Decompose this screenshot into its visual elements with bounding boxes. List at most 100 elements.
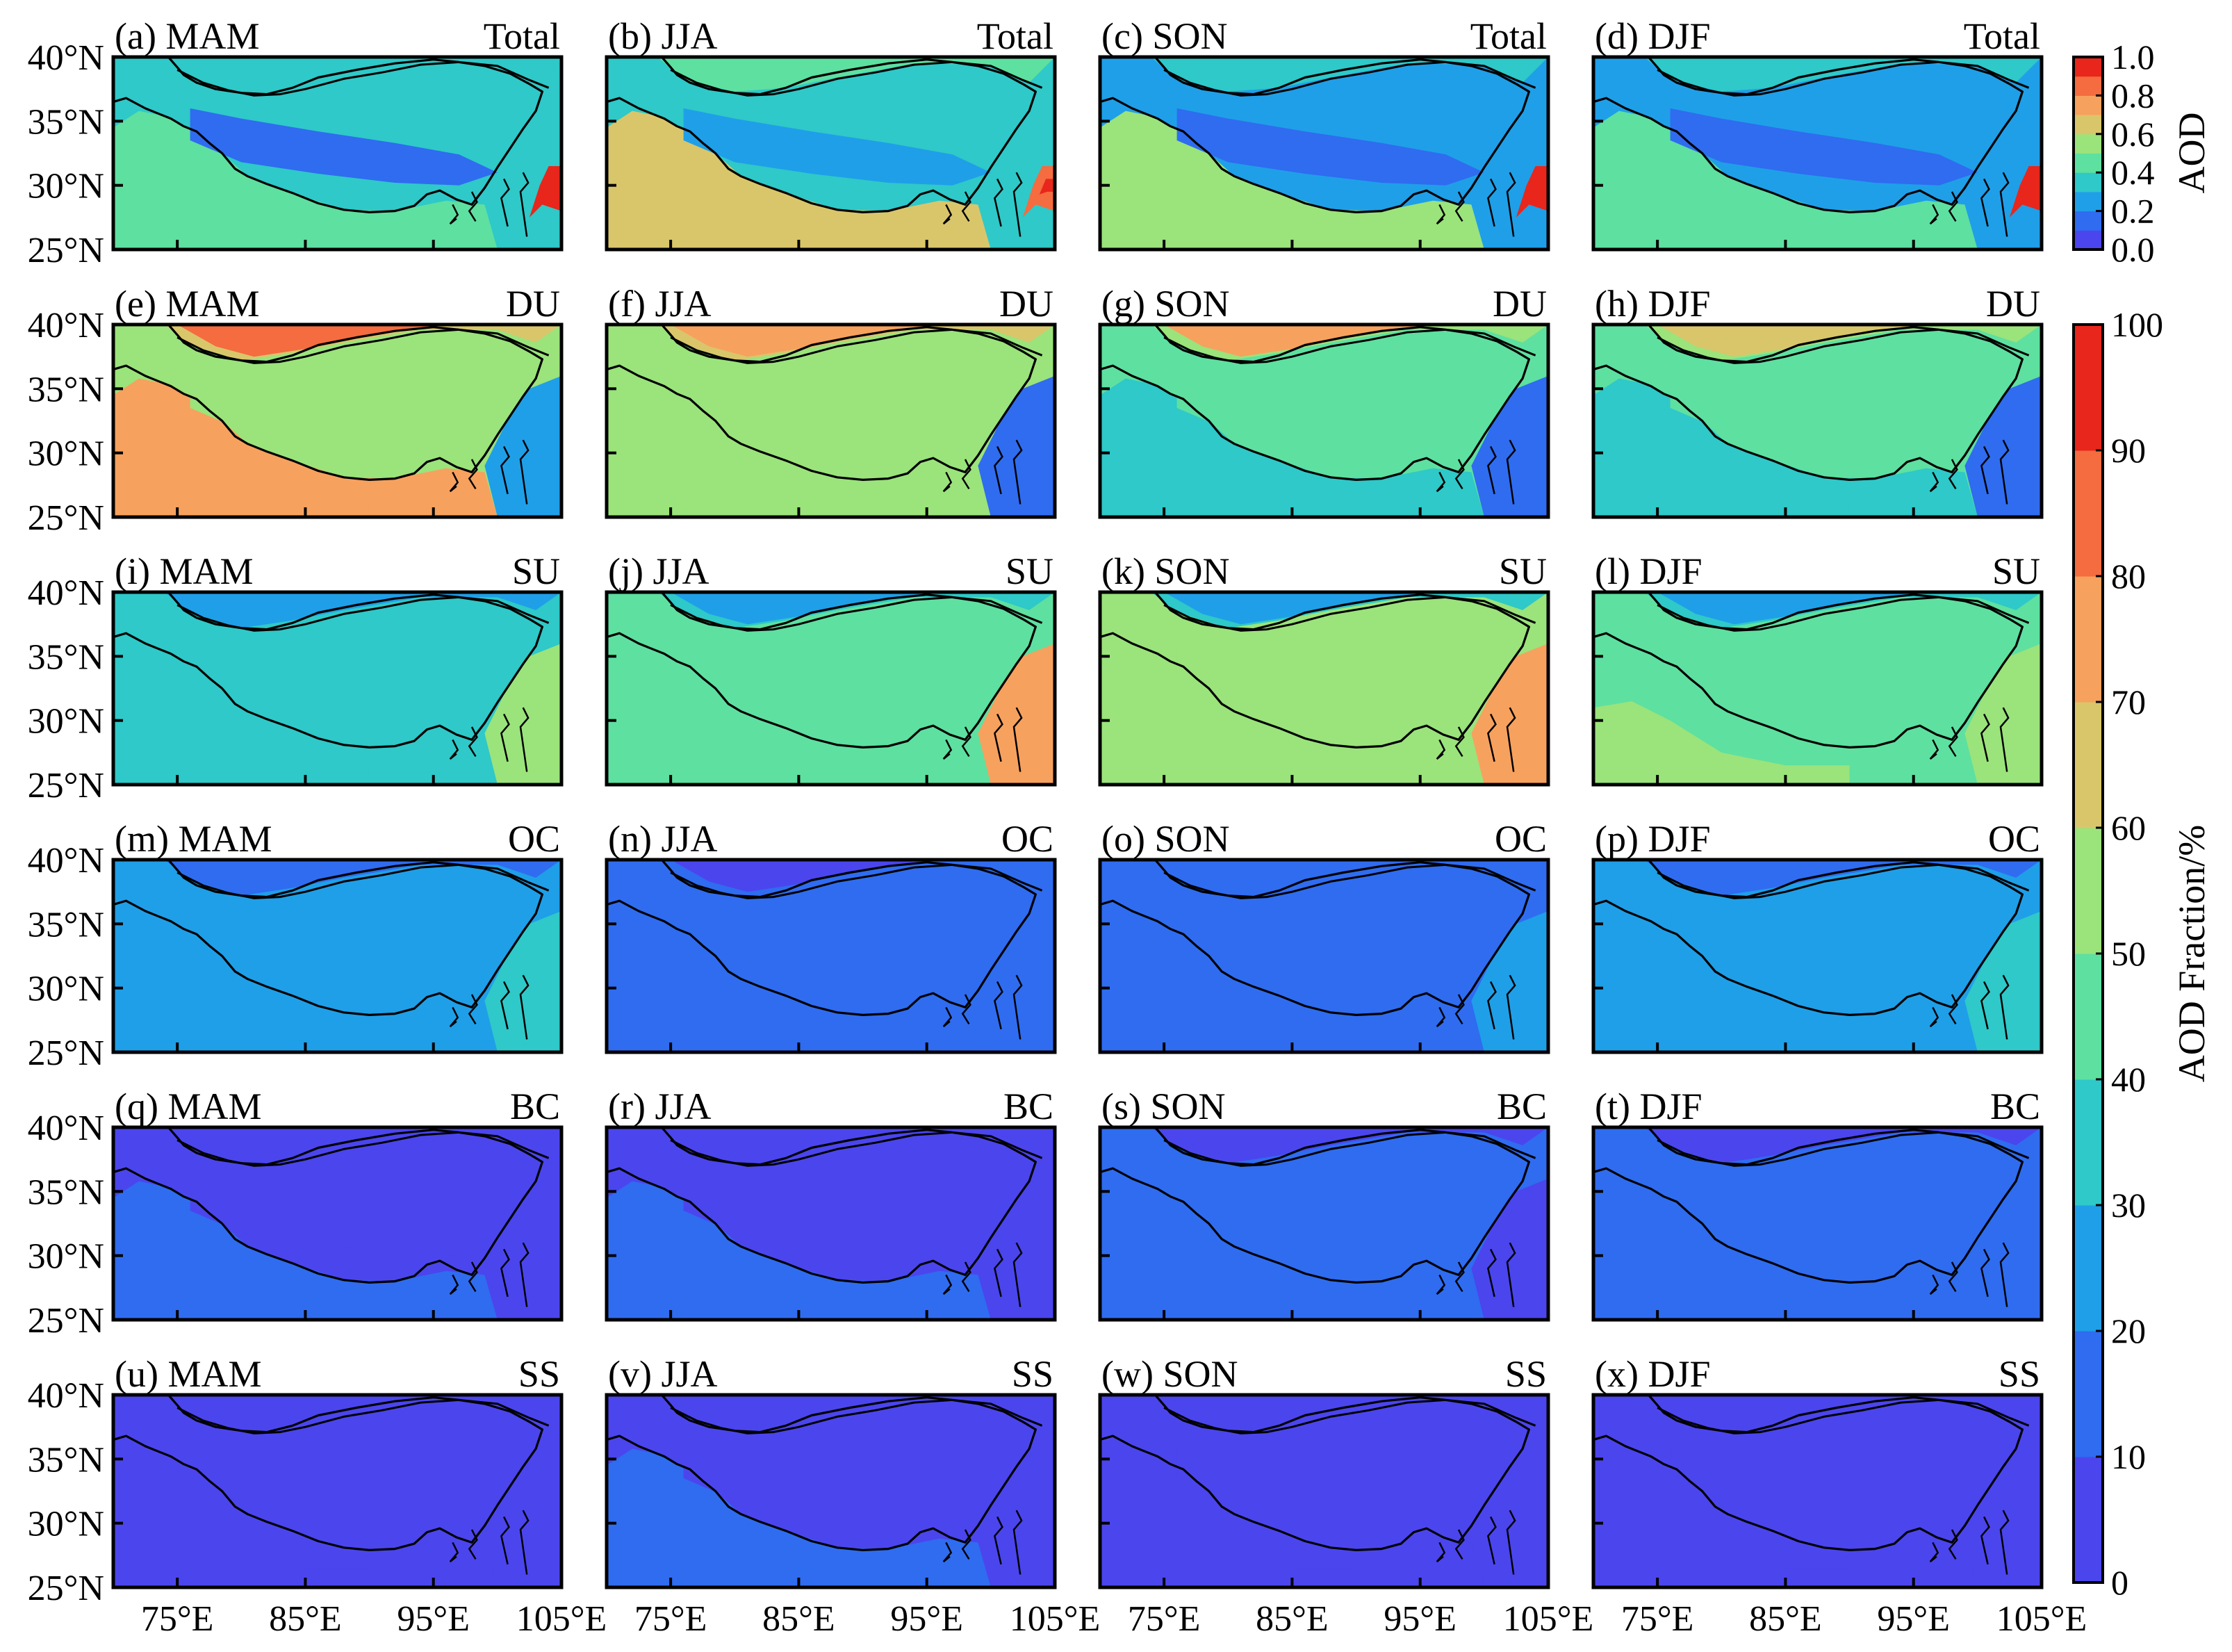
river-line	[1948, 1529, 1958, 1560]
plateau-outline	[1593, 592, 2024, 749]
east-field	[978, 1178, 1055, 1320]
river-line	[1929, 1274, 1939, 1295]
colorbar-tick-label: 0.6	[2111, 115, 2155, 154]
river-line	[1999, 1242, 2010, 1307]
river-line	[519, 439, 530, 505]
east-field	[1964, 1446, 2042, 1587]
map-panel: (a) MAM Total	[111, 15, 564, 252]
river-line	[1487, 1516, 1497, 1565]
colorbar-tick-label: 0.0	[2111, 230, 2155, 269]
southwest-field	[1593, 969, 1850, 1052]
river-line	[1929, 471, 1939, 493]
panel-frame	[1098, 1125, 1550, 1322]
y-tick-label: 40°N	[28, 1376, 104, 1416]
river-line	[1999, 1510, 2010, 1575]
x-tick-label: 105°E	[1010, 1599, 1101, 1639]
plateau-outline	[607, 1395, 1037, 1551]
plateau-outline	[1100, 325, 1530, 481]
north-boundary-line	[670, 596, 1043, 632]
panel-label: (s) SON	[1101, 1086, 1226, 1127]
panel-label: (q) MAM	[115, 1086, 262, 1127]
colorbar-tick-label: 0.4	[2111, 153, 2155, 192]
plateau-interior-field	[683, 643, 991, 721]
panel-label: (v) JJA	[608, 1353, 718, 1395]
north-boundary-line	[1657, 1131, 2030, 1167]
colorbar-segment	[2074, 450, 2103, 577]
plateau-interior-field	[1670, 1446, 1978, 1523]
river-line	[994, 178, 1003, 227]
panel-label: (o) SON	[1101, 818, 1230, 860]
colorbar-tick-label: 50	[2111, 934, 2146, 973]
map-panel: (i) MAM SU	[111, 550, 564, 787]
river-line	[994, 445, 1003, 495]
map-panel: (v) JJA SS	[605, 1353, 1057, 1589]
river-line	[1929, 1006, 1939, 1028]
plateau-interior-field	[1670, 910, 1978, 988]
east-field	[1471, 643, 1548, 785]
x-tick-label: 85°E	[762, 1599, 835, 1639]
river-line	[1454, 726, 1465, 758]
species-label: BC	[1003, 1086, 1053, 1127]
panel-label: (m) MAM	[115, 818, 272, 860]
colorbar-tick-label: 1.0	[2111, 38, 2155, 76]
y-tick-label: 25°N	[28, 231, 104, 270]
panel-frame	[111, 858, 564, 1054]
plateau-outline	[1100, 1127, 1530, 1284]
river-line	[1012, 974, 1023, 1040]
species-label: SU	[512, 550, 560, 592]
plateau-interior-field	[683, 1446, 991, 1523]
river-line	[1436, 204, 1446, 225]
southwest-field	[1100, 1504, 1356, 1587]
north-basin-field	[657, 57, 1055, 92]
plateau-interior-field	[683, 108, 991, 186]
map-panel: (t) DJF BC	[1591, 1086, 2044, 1322]
river-line	[942, 739, 953, 760]
east-hotspot-core	[1039, 179, 1055, 195]
colorbar-tick-label: 90	[2111, 431, 2146, 470]
southwest-field	[607, 434, 863, 517]
plateau-outline	[1593, 1127, 2024, 1284]
panel-frame	[605, 322, 1057, 519]
panel-frame	[1098, 55, 1550, 252]
north-boundary-line	[1163, 60, 1536, 97]
north-boundary-line	[1657, 1398, 2030, 1434]
colorbar-segment	[2074, 153, 2103, 173]
river-line	[1980, 1248, 1990, 1298]
river-line	[1980, 713, 1990, 762]
north-boundary-line	[670, 1131, 1043, 1167]
y-tick-label: 30°N	[28, 970, 104, 1009]
colorbar-tick-label: 20	[2111, 1311, 2146, 1350]
colorbar-tick-label: 70	[2111, 682, 2146, 721]
species-label: BC	[1497, 1086, 1547, 1127]
east-hotspot-core	[1532, 179, 1548, 195]
y-tick-label: 35°N	[28, 102, 104, 142]
y-tick-label: 30°N	[28, 1237, 104, 1277]
colorbar-segment	[2074, 76, 2103, 96]
panel-frame	[1098, 858, 1550, 1054]
river-line	[1999, 707, 2010, 772]
y-tick-label: 35°N	[28, 370, 104, 409]
river-line	[961, 1261, 971, 1293]
x-tick-label: 75°E	[1128, 1599, 1201, 1639]
river-line	[942, 1274, 953, 1295]
y-tick-label: 30°N	[28, 167, 104, 206]
river-line	[1487, 445, 1497, 495]
east-field	[978, 1446, 1055, 1587]
colorbar-segment	[2074, 828, 2103, 954]
plateau-interior-field	[190, 1446, 498, 1523]
species-label: Total	[484, 15, 560, 57]
panel-label: (j) JJA	[608, 550, 709, 592]
panel-frame	[1591, 55, 2044, 252]
north-boundary-line	[177, 1131, 550, 1167]
plateau-interior-field	[683, 375, 991, 453]
east-field	[1471, 910, 1548, 1052]
colorbar-tick-label: 40	[2111, 1060, 2146, 1099]
river-line	[1012, 707, 1023, 772]
river-line	[1436, 1006, 1446, 1028]
river-line	[1436, 1541, 1446, 1563]
river-line	[1506, 172, 1516, 237]
x-tick-label: 95°E	[1384, 1599, 1456, 1639]
plateau-interior-field	[190, 375, 498, 453]
y-tick-label: 25°N	[28, 498, 104, 538]
southwest-field	[607, 1504, 863, 1587]
